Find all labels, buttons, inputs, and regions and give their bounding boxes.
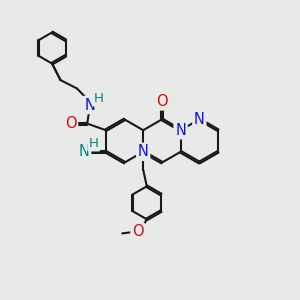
Text: H: H	[89, 137, 99, 150]
Text: N: N	[138, 144, 148, 159]
Text: O: O	[156, 94, 168, 109]
Text: N: N	[194, 112, 205, 127]
Text: N: N	[84, 98, 95, 112]
Text: N: N	[175, 123, 186, 138]
Text: N: N	[79, 144, 90, 159]
Text: O: O	[65, 116, 76, 131]
Text: H: H	[94, 92, 103, 105]
Text: O: O	[132, 224, 144, 239]
